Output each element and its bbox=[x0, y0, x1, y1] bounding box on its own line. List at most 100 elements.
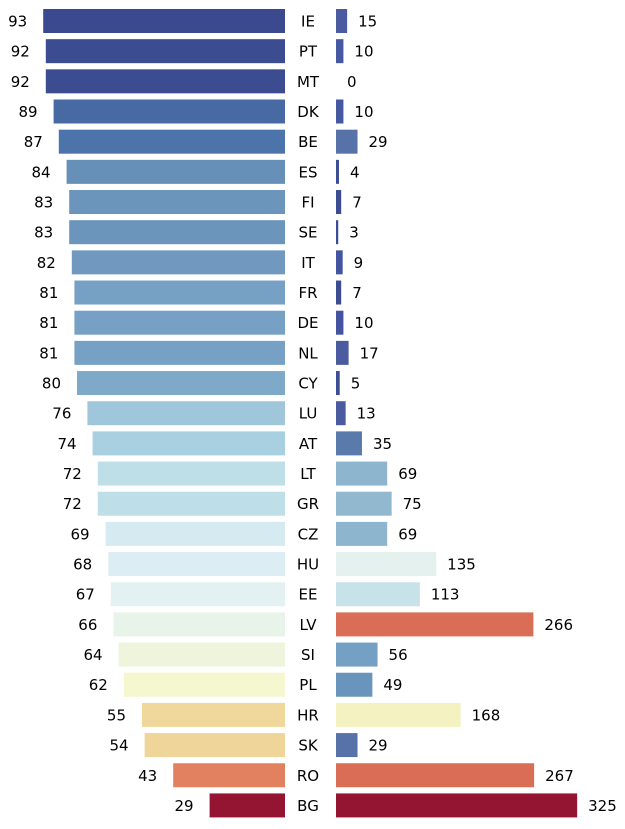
value-label-right-hr: 168 bbox=[472, 706, 501, 724]
value-label-left-pl: 62 bbox=[89, 676, 108, 694]
value-label-left-ie: 93 bbox=[8, 13, 27, 31]
bar-right-nl bbox=[336, 340, 349, 365]
category-label-lv: LV bbox=[300, 616, 318, 634]
value-label-left-be: 87 bbox=[24, 133, 43, 151]
category-label-mt: MT bbox=[297, 73, 320, 91]
category-label-fi: FI bbox=[301, 194, 314, 212]
bar-left-fi bbox=[69, 190, 285, 215]
bar-left-be bbox=[58, 129, 285, 154]
value-label-right-de: 10 bbox=[354, 314, 373, 332]
bar-left-si bbox=[118, 642, 285, 667]
value-label-right-sk: 29 bbox=[369, 737, 388, 755]
value-label-left-cy: 80 bbox=[42, 375, 61, 393]
bar-left-lt bbox=[97, 461, 285, 486]
bar-left-pl bbox=[123, 672, 285, 697]
bar-left-hr bbox=[142, 702, 285, 727]
value-label-right-ro: 267 bbox=[545, 767, 574, 785]
bar-left-nl bbox=[74, 340, 286, 365]
bar-right-fi bbox=[336, 190, 342, 215]
value-label-right-es: 4 bbox=[350, 163, 360, 181]
bar-right-ee bbox=[336, 582, 420, 607]
bar-right-lu bbox=[336, 401, 346, 426]
category-label-sk: SK bbox=[298, 737, 319, 755]
value-label-right-se: 3 bbox=[349, 224, 359, 242]
value-label-right-ie: 15 bbox=[358, 13, 377, 31]
category-label-se: SE bbox=[299, 224, 318, 242]
bar-left-dk bbox=[53, 99, 285, 124]
bar-right-at bbox=[336, 431, 362, 456]
value-label-right-lv: 266 bbox=[544, 616, 573, 634]
bar-left-bg bbox=[209, 793, 285, 818]
bar-right-lv bbox=[336, 612, 534, 637]
bar-left-lu bbox=[87, 401, 286, 426]
bar-left-ro bbox=[173, 763, 285, 788]
bar-right-be bbox=[336, 129, 358, 154]
bar-right-sk bbox=[336, 733, 358, 758]
bar-right-si bbox=[336, 642, 378, 667]
category-label-lu: LU bbox=[299, 405, 318, 423]
bar-left-se bbox=[69, 220, 285, 245]
value-label-left-es: 84 bbox=[32, 163, 51, 181]
bar-left-it bbox=[71, 250, 285, 275]
bar-right-ie bbox=[336, 9, 348, 33]
bar-left-hu bbox=[108, 552, 285, 577]
value-label-right-gr: 75 bbox=[403, 495, 422, 513]
value-label-left-gr: 72 bbox=[63, 495, 82, 513]
bar-left-es bbox=[66, 159, 285, 184]
bar-right-cz bbox=[336, 521, 388, 546]
value-label-left-fr: 81 bbox=[39, 284, 58, 302]
bar-right-fr bbox=[336, 280, 342, 305]
bar-left-at bbox=[92, 431, 285, 456]
category-label-dk: DK bbox=[297, 103, 320, 121]
bar-left-mt bbox=[45, 69, 285, 94]
bar-right-hu bbox=[336, 552, 437, 577]
value-label-right-si: 56 bbox=[389, 646, 408, 664]
value-label-left-lv: 66 bbox=[78, 616, 97, 634]
value-label-left-bg: 29 bbox=[175, 797, 194, 815]
value-label-left-hr: 55 bbox=[107, 706, 126, 724]
category-label-ee: EE bbox=[299, 586, 318, 604]
value-label-right-pl: 49 bbox=[383, 676, 402, 694]
bar-right-bg bbox=[336, 793, 578, 818]
category-label-pt: PT bbox=[299, 43, 318, 61]
bar-right-se bbox=[336, 220, 339, 245]
value-label-left-nl: 81 bbox=[39, 344, 58, 362]
value-label-left-mt: 92 bbox=[11, 73, 30, 91]
category-label-be: BE bbox=[298, 133, 318, 151]
category-label-cz: CZ bbox=[298, 525, 319, 543]
value-label-left-hu: 68 bbox=[73, 556, 92, 574]
bar-left-gr bbox=[97, 491, 285, 516]
bar-left-sk bbox=[144, 733, 285, 758]
value-label-right-cz: 69 bbox=[398, 525, 417, 543]
bar-right-pt bbox=[336, 39, 344, 64]
value-label-right-lt: 69 bbox=[398, 465, 417, 483]
value-label-right-nl: 17 bbox=[360, 344, 379, 362]
category-label-de: DE bbox=[297, 314, 318, 332]
category-label-lt: LT bbox=[300, 465, 316, 483]
value-label-left-cz: 69 bbox=[71, 525, 90, 543]
bar-left-cz bbox=[105, 521, 285, 546]
bar-left-cy bbox=[77, 371, 285, 396]
value-label-right-pt: 10 bbox=[354, 43, 373, 61]
bar-left-de bbox=[74, 310, 286, 335]
value-label-left-at: 74 bbox=[58, 435, 77, 453]
value-label-right-at: 35 bbox=[373, 435, 392, 453]
bar-right-lt bbox=[336, 461, 388, 486]
value-label-left-lt: 72 bbox=[63, 465, 82, 483]
value-label-left-it: 82 bbox=[37, 254, 56, 272]
value-label-left-lu: 76 bbox=[52, 405, 71, 423]
category-label-cy: CY bbox=[298, 375, 318, 393]
bar-right-it bbox=[336, 250, 343, 275]
bar-right-pl bbox=[336, 672, 373, 697]
bar-right-cy bbox=[336, 371, 340, 396]
category-label-es: ES bbox=[299, 163, 318, 181]
value-label-left-dk: 89 bbox=[19, 103, 38, 121]
value-label-right-fr: 7 bbox=[352, 284, 362, 302]
bar-left-ie bbox=[43, 9, 286, 33]
bar-left-ee bbox=[110, 582, 285, 607]
category-label-bg: BG bbox=[297, 797, 319, 815]
bar-left-pt bbox=[45, 39, 285, 64]
category-label-gr: GR bbox=[297, 495, 319, 513]
category-label-ro: RO bbox=[297, 767, 319, 785]
